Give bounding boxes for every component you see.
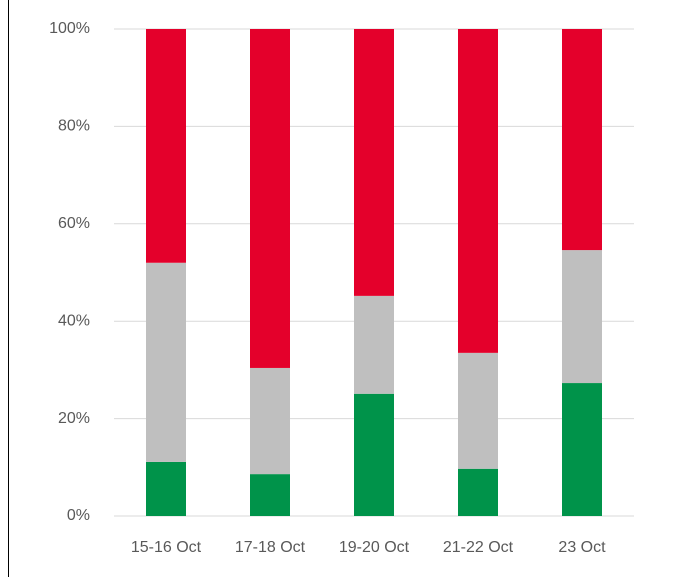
y-tick-label: 80% [58,118,90,135]
bar-segment [146,461,186,516]
bar-segment [458,468,498,516]
y-tick-label: 40% [58,312,90,329]
bar-segment [146,262,186,462]
y-tick-label: 60% [58,215,90,232]
bar-segment [146,29,186,263]
x-tick-label: 15-16 Oct [131,539,202,556]
y-tick-label: 20% [58,410,90,427]
x-tick-label: 17-18 Oct [235,539,306,556]
bar-segment [354,393,394,516]
bar-segment [458,29,498,353]
bar-segment [458,352,498,469]
bar-segment [562,250,602,384]
bar-segment [250,367,290,475]
bar-segment [250,474,290,516]
bar-segment [354,295,394,394]
x-tick-label: 19-20 Oct [339,539,410,556]
x-tick-label: 23 Oct [558,539,606,556]
y-tick-label: 0% [67,507,90,524]
bar-segment [562,29,602,251]
bar-segment [354,29,394,296]
bar-segment [562,383,602,516]
y-tick-label: 100% [49,20,90,37]
bar-segment [250,29,290,368]
x-tick-label: 21-22 Oct [443,539,514,556]
